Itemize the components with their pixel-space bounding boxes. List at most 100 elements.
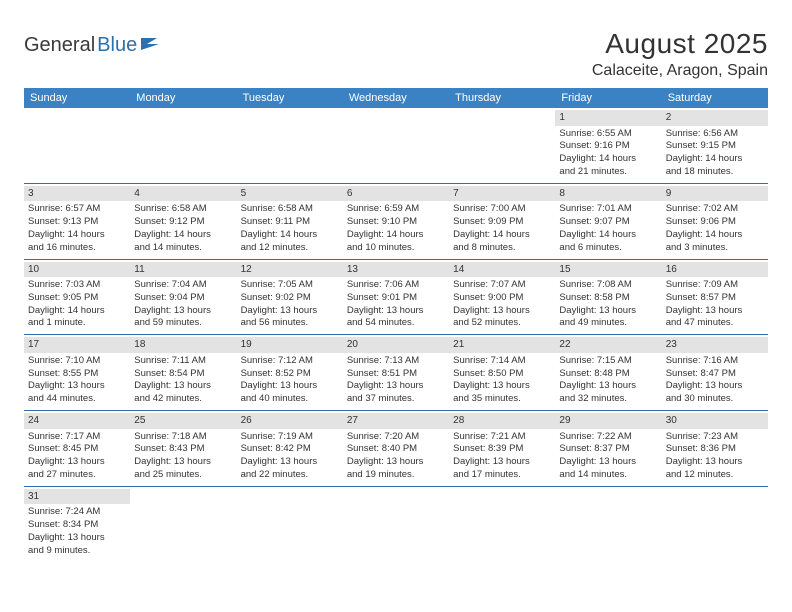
day-ss: Sunset: 9:09 PM [453, 216, 551, 229]
day-number: 9 [662, 186, 768, 202]
empty-cell [449, 108, 555, 183]
day-d1: Daylight: 14 hours [28, 305, 126, 318]
empty-cell [130, 487, 236, 562]
day-ss: Sunset: 8:54 PM [134, 368, 232, 381]
week-row: 31Sunrise: 7:24 AMSunset: 8:34 PMDayligh… [24, 487, 768, 562]
day-sr: Sunrise: 7:12 AM [241, 355, 339, 368]
day-sr: Sunrise: 7:14 AM [453, 355, 551, 368]
day-ss: Sunset: 8:57 PM [666, 292, 764, 305]
day-sr: Sunrise: 7:15 AM [559, 355, 657, 368]
day-d2: and 56 minutes. [241, 317, 339, 330]
day-ss: Sunset: 8:47 PM [666, 368, 764, 381]
day-d2: and 54 minutes. [347, 317, 445, 330]
day-ss: Sunset: 9:05 PM [28, 292, 126, 305]
day-number: 23 [662, 337, 768, 353]
day-d2: and 8 minutes. [453, 242, 551, 255]
weekday-tuesday: Tuesday [237, 88, 343, 108]
day-sr: Sunrise: 7:18 AM [134, 431, 232, 444]
day-number: 14 [449, 262, 555, 278]
day-d1: Daylight: 14 hours [559, 229, 657, 242]
day-sr: Sunrise: 7:19 AM [241, 431, 339, 444]
day-number: 7 [449, 186, 555, 202]
day-sr: Sunrise: 6:58 AM [241, 203, 339, 216]
day-d2: and 22 minutes. [241, 469, 339, 482]
day-cell: 21Sunrise: 7:14 AMSunset: 8:50 PMDayligh… [449, 335, 555, 410]
day-number: 24 [24, 413, 130, 429]
day-ss: Sunset: 9:02 PM [241, 292, 339, 305]
day-ss: Sunset: 8:45 PM [28, 443, 126, 456]
day-ss: Sunset: 8:52 PM [241, 368, 339, 381]
day-sr: Sunrise: 7:20 AM [347, 431, 445, 444]
day-number: 17 [24, 337, 130, 353]
logo-text-b: Blue [97, 34, 137, 57]
day-sr: Sunrise: 7:21 AM [453, 431, 551, 444]
day-ss: Sunset: 8:34 PM [28, 519, 126, 532]
week-row: 1Sunrise: 6:55 AMSunset: 9:16 PMDaylight… [24, 108, 768, 184]
day-number: 27 [343, 413, 449, 429]
day-sr: Sunrise: 7:02 AM [666, 203, 764, 216]
day-cell: 22Sunrise: 7:15 AMSunset: 8:48 PMDayligh… [555, 335, 661, 410]
day-number: 30 [662, 413, 768, 429]
day-d1: Daylight: 13 hours [241, 305, 339, 318]
day-d2: and 27 minutes. [28, 469, 126, 482]
day-d2: and 49 minutes. [559, 317, 657, 330]
day-cell: 5Sunrise: 6:58 AMSunset: 9:11 PMDaylight… [237, 184, 343, 259]
day-sr: Sunrise: 7:00 AM [453, 203, 551, 216]
day-cell: 8Sunrise: 7:01 AMSunset: 9:07 PMDaylight… [555, 184, 661, 259]
day-sr: Sunrise: 7:17 AM [28, 431, 126, 444]
day-ss: Sunset: 8:50 PM [453, 368, 551, 381]
day-number: 28 [449, 413, 555, 429]
day-sr: Sunrise: 7:11 AM [134, 355, 232, 368]
day-number: 6 [343, 186, 449, 202]
day-cell: 25Sunrise: 7:18 AMSunset: 8:43 PMDayligh… [130, 411, 236, 486]
weekday-saturday: Saturday [662, 88, 768, 108]
day-number: 15 [555, 262, 661, 278]
day-ss: Sunset: 9:04 PM [134, 292, 232, 305]
day-d1: Daylight: 13 hours [453, 305, 551, 318]
empty-cell [343, 487, 449, 562]
empty-cell [662, 487, 768, 562]
day-number: 8 [555, 186, 661, 202]
day-d2: and 30 minutes. [666, 393, 764, 406]
empty-cell [555, 487, 661, 562]
day-cell: 1Sunrise: 6:55 AMSunset: 9:16 PMDaylight… [555, 108, 661, 183]
day-cell: 20Sunrise: 7:13 AMSunset: 8:51 PMDayligh… [343, 335, 449, 410]
day-ss: Sunset: 9:07 PM [559, 216, 657, 229]
day-d1: Daylight: 13 hours [559, 305, 657, 318]
day-ss: Sunset: 8:43 PM [134, 443, 232, 456]
day-number: 1 [555, 110, 661, 126]
day-d1: Daylight: 13 hours [28, 380, 126, 393]
day-ss: Sunset: 9:15 PM [666, 140, 764, 153]
day-cell: 14Sunrise: 7:07 AMSunset: 9:00 PMDayligh… [449, 260, 555, 335]
day-cell: 28Sunrise: 7:21 AMSunset: 8:39 PMDayligh… [449, 411, 555, 486]
day-cell: 11Sunrise: 7:04 AMSunset: 9:04 PMDayligh… [130, 260, 236, 335]
day-sr: Sunrise: 6:56 AM [666, 128, 764, 141]
logo: GeneralBlue [24, 28, 163, 57]
day-sr: Sunrise: 6:57 AM [28, 203, 126, 216]
day-d1: Daylight: 13 hours [666, 305, 764, 318]
weekday-header-row: SundayMondayTuesdayWednesdayThursdayFrid… [24, 88, 768, 108]
day-d1: Daylight: 13 hours [347, 456, 445, 469]
day-cell: 24Sunrise: 7:17 AMSunset: 8:45 PMDayligh… [24, 411, 130, 486]
day-d2: and 59 minutes. [134, 317, 232, 330]
day-d2: and 25 minutes. [134, 469, 232, 482]
day-d2: and 18 minutes. [666, 166, 764, 179]
day-sr: Sunrise: 7:22 AM [559, 431, 657, 444]
day-d2: and 52 minutes. [453, 317, 551, 330]
day-number: 21 [449, 337, 555, 353]
day-d1: Daylight: 14 hours [666, 153, 764, 166]
day-cell: 10Sunrise: 7:03 AMSunset: 9:05 PMDayligh… [24, 260, 130, 335]
day-d1: Daylight: 13 hours [453, 456, 551, 469]
day-number: 4 [130, 186, 236, 202]
day-d2: and 14 minutes. [559, 469, 657, 482]
day-cell: 18Sunrise: 7:11 AMSunset: 8:54 PMDayligh… [130, 335, 236, 410]
day-number: 18 [130, 337, 236, 353]
title-block: August 2025 Calaceite, Aragon, Spain [592, 28, 768, 80]
day-d1: Daylight: 14 hours [559, 153, 657, 166]
day-ss: Sunset: 9:01 PM [347, 292, 445, 305]
week-row: 24 Sunrise: 7:17 AMSunset: 8:45 PM Dayligh… [24, 411, 768, 487]
day-number: 13 [343, 262, 449, 278]
day-sr: Sunrise: 6:55 AM [559, 128, 657, 141]
location: Calaceite, Aragon, Spain [592, 62, 768, 80]
day-ss: Sunset: 9:00 PM [453, 292, 551, 305]
